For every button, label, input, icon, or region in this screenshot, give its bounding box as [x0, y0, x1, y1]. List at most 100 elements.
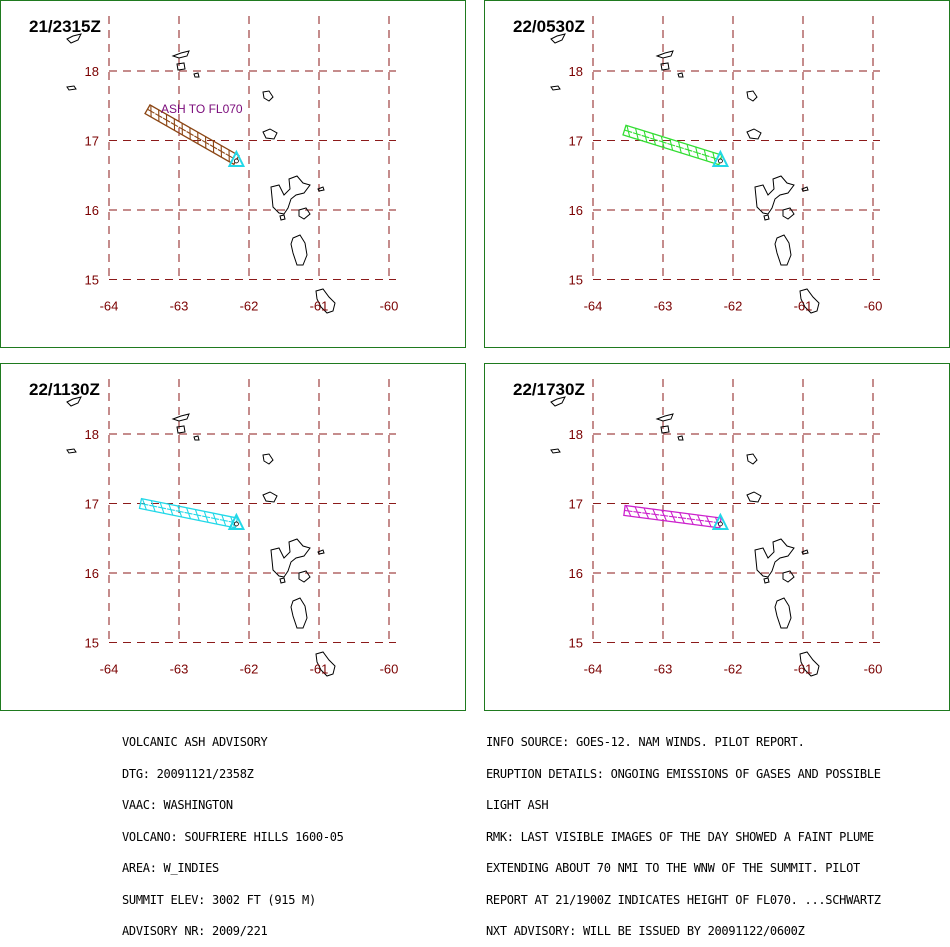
plume-hatch: [210, 512, 220, 525]
lon-tick-label: -60: [864, 662, 883, 677]
island-marie-galante: [298, 570, 311, 583]
ash-plume: [623, 504, 722, 529]
island-les-saintes: [279, 577, 286, 584]
lat-tick-label: 15: [85, 636, 99, 651]
plume-hatch: [217, 145, 226, 158]
map-panel-1: -64 -63 -62 -61 -60 18 17 16 15 ASH TO FL070 21/2…: [0, 0, 466, 348]
plume-hatch: [219, 514, 228, 527]
plume-hatch: [166, 503, 175, 516]
plume-hatch: [669, 511, 678, 523]
lon-tick-label: -63: [654, 299, 673, 314]
island-martinique: [315, 651, 336, 677]
island-outlines: [550, 33, 820, 314]
island-anguilla: [655, 413, 674, 422]
advisory-right-line: RMK: LAST VISIBLE IMAGES OF THE DAY SHOW…: [486, 829, 874, 844]
volcano-summit: [233, 521, 239, 527]
advisory-left-line: VOLCANO: SOUFRIERE HILLS 1600-05: [122, 829, 344, 844]
island-st-barths: [193, 72, 200, 78]
advisory-right-line: ERUPTION DETAILS: ONGOING EMISSIONS OF G…: [486, 766, 881, 781]
map-svg-3: -64 -63 -62 -61 -60 18 17 16 15: [66, 379, 398, 677]
volcano-marker: [711, 512, 730, 530]
island-dominica: [290, 234, 308, 266]
plume-hatch: [149, 500, 158, 512]
plume-hatch: [202, 511, 211, 523]
advisory-left-line: VAAC: WASHINGTON: [122, 798, 233, 812]
advisory-right-line: NXT ADVISORY: WILL BE ISSUED BY 20091122…: [486, 924, 805, 938]
map-panel-4: -64 -63 -62 -61 -60 18 17 16 15 22/1730Z: [484, 363, 950, 711]
volcano-marker: [711, 149, 730, 167]
ash-plume: [622, 124, 723, 166]
plume-hatch: [693, 146, 702, 159]
lat-tick-label: 16: [85, 566, 99, 581]
plume-hatch: [660, 510, 669, 522]
island-anguilla: [655, 50, 674, 59]
plume-hatch: [632, 128, 641, 140]
grid-lines: [108, 16, 396, 280]
island-martinique: [315, 288, 336, 314]
plume-hatch: [641, 130, 650, 143]
grid-lines: [592, 379, 880, 643]
plume-hatch: [158, 502, 167, 514]
lat-tick-label: 18: [569, 427, 583, 442]
plume-hatch: [201, 136, 210, 149]
plume-hatch: [651, 508, 660, 521]
advisory-right-line: INFO SOURCE: GOES-12. NAM WINDS. PILOT R…: [486, 735, 805, 749]
lat-tick-label: 16: [569, 203, 583, 218]
island-desirade: [801, 186, 809, 192]
island-st-martin: [176, 62, 186, 71]
advisory-right-line: LIGHT ASH: [486, 798, 549, 812]
island-marie-galante: [298, 207, 311, 220]
lat-tick-label: 15: [569, 636, 583, 651]
lat-tick-label: 17: [569, 497, 583, 512]
plume-hatch: [178, 123, 186, 135]
island-martinique: [799, 288, 820, 314]
lon-tick-label: -61: [310, 299, 329, 314]
island-outlines: [550, 396, 820, 677]
island-outlines: [66, 33, 336, 314]
plume-hatch: [642, 507, 651, 519]
island-antigua: [746, 128, 762, 140]
map-panel-3: -64 -63 -62 -61 -60 18 17 16 15 22/1130Z: [0, 363, 466, 711]
lon-tick-label: -62: [724, 662, 743, 677]
lon-tick-label: -61: [794, 662, 813, 677]
plume-hatch: [209, 141, 218, 153]
lat-tick-label: 15: [85, 273, 99, 288]
plume-hatch: [162, 114, 171, 126]
island-small-west: [66, 448, 77, 454]
map-svg-4: -64 -63 -62 -61 -60 18 17 16 15: [550, 379, 883, 677]
advisory-left-line: ADVISORY NR: 2009/221: [122, 924, 268, 938]
lat-tick-label: 18: [85, 64, 99, 79]
island-marie-galante: [782, 207, 795, 220]
lon-tick-label: -60: [864, 299, 883, 314]
plume-hatch: [175, 505, 184, 518]
lon-tick-label: -64: [100, 662, 119, 677]
island-guadeloupe: [754, 538, 795, 578]
lon-tick-label: -64: [584, 662, 603, 677]
volcano-summit: [717, 521, 723, 527]
panel-time-1: 21/2315Z: [29, 17, 101, 36]
island-small-west: [550, 85, 561, 91]
lat-tick-label: 16: [569, 566, 583, 581]
plume-hatch: [147, 105, 155, 118]
island-guadeloupe: [270, 175, 311, 215]
island-les-saintes: [763, 214, 770, 221]
island-dominica: [774, 234, 792, 266]
plume-hatch: [624, 505, 633, 517]
lon-tick-label: -64: [584, 299, 603, 314]
advisory-left-line: SUMMIT ELEV: 3002 FT (915 M): [122, 892, 316, 907]
volcano-summit: [717, 158, 723, 164]
island-nw-cluster: [66, 33, 82, 44]
island-small-west: [66, 85, 77, 91]
advisory-left-line: DTG: 20091121/2358Z: [122, 766, 254, 781]
plume-hatch: [704, 515, 713, 528]
advisory-right: INFO SOURCE: GOES-12. NAM WINDS. PILOT R…: [486, 716, 881, 947]
island-small-west: [550, 448, 561, 454]
plume-hatch: [658, 136, 667, 148]
plume-annotation: ASH TO FL070: [161, 102, 243, 116]
plume-hatch: [193, 509, 202, 521]
plume-hatch: [194, 132, 202, 144]
plume-hatch: [686, 513, 695, 525]
lat-tick-label: 18: [85, 427, 99, 442]
map-svg-2: -64 -63 -62 -61 -60 18 17 16 15: [550, 16, 883, 314]
island-martinique: [799, 651, 820, 677]
